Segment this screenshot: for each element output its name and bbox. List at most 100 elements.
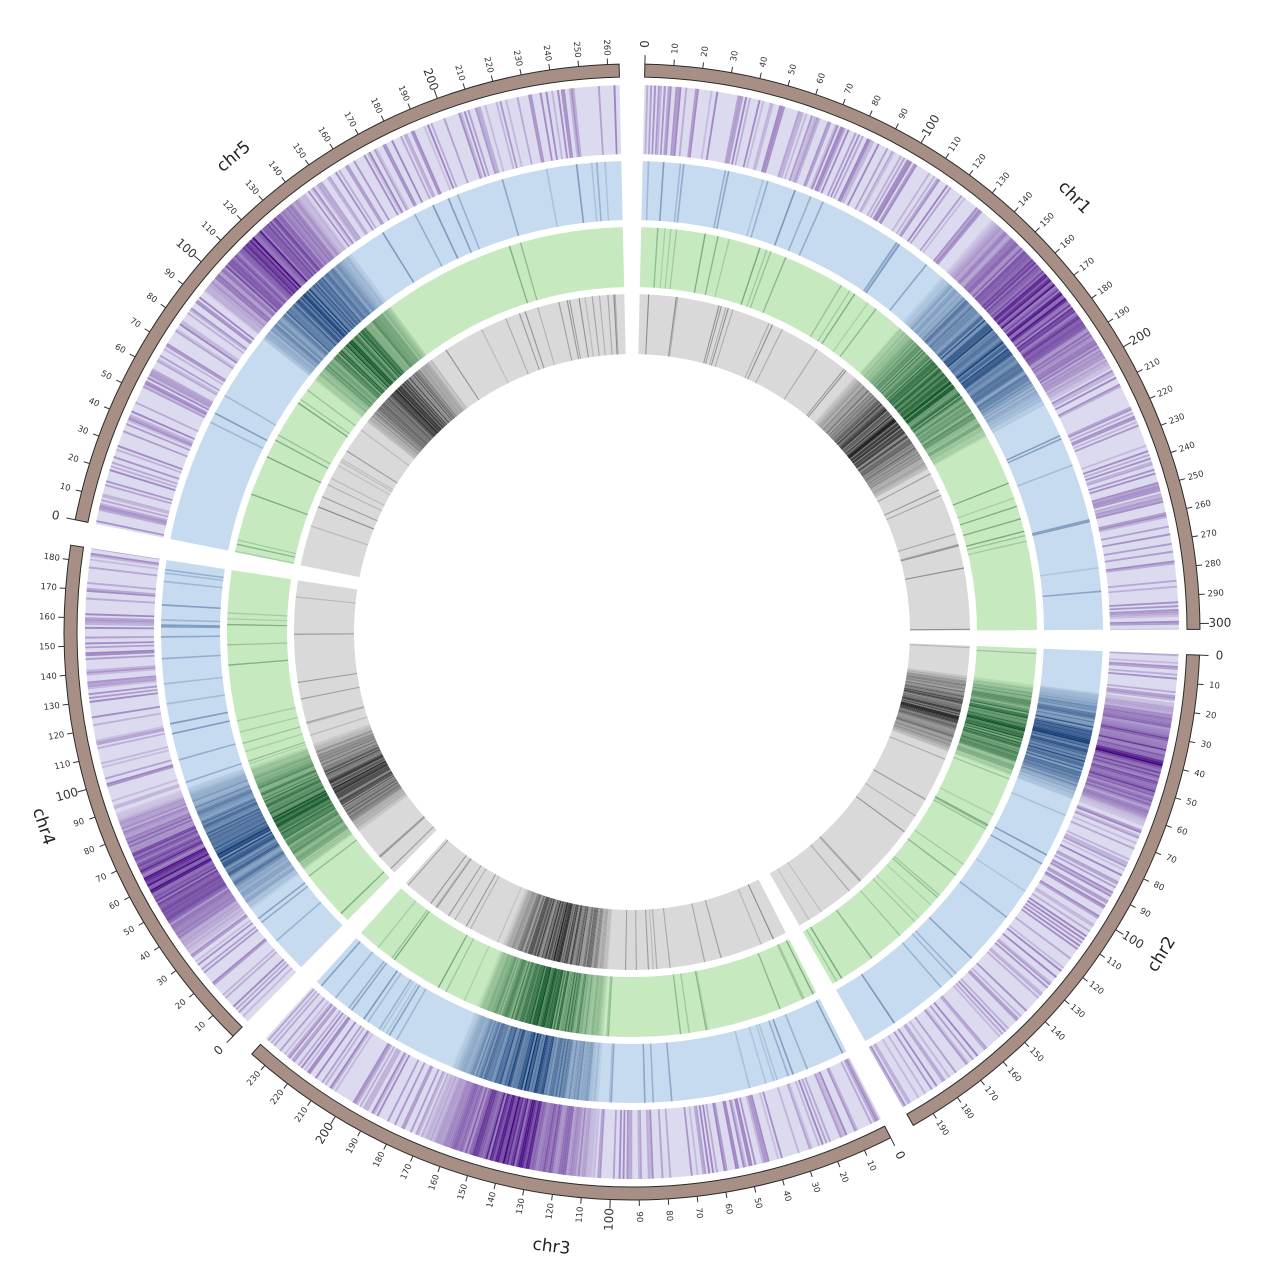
chr1-green-heat-cell (895, 369, 942, 410)
chr4-gray-heat-cell (390, 826, 434, 870)
chr1-purple-heat-cell (1026, 323, 1085, 364)
chr4-tick-50 (138, 921, 145, 926)
chr4-gray-heat-cell (320, 738, 376, 764)
chr1-purple-heat-cell (964, 239, 1015, 291)
chr2-green-heat-cell (968, 704, 1028, 719)
chr5-purple-heat-cell (295, 199, 339, 256)
chr5-purple-heat-cell (368, 151, 404, 214)
chr3-purple-heat-cell (626, 1109, 629, 1179)
chr2-blue-heat-cell (1031, 731, 1089, 748)
chr3-purple-heat-cell (628, 1109, 631, 1179)
chr4-label: chr4 (28, 805, 59, 847)
chr1-green-heat-cell (887, 360, 934, 402)
chr4-blue-heat-cell (217, 827, 271, 858)
chr3-purple-heat-cell (470, 1088, 493, 1156)
chr4-green-heat-cell (257, 762, 314, 787)
chr3-purple-heat-cell (591, 1108, 599, 1178)
chr1-tick-label-240: 240 (1178, 440, 1197, 455)
chr5-blue-heat-cell (339, 261, 378, 310)
chr5-green-heat-cell (378, 315, 417, 364)
chr1-blue-heat-cell (946, 327, 993, 367)
chr3-purple-heat-cell (442, 1080, 469, 1146)
chr1-gray-heat-cell (822, 385, 864, 430)
chr5-gray-heat-cell (518, 313, 540, 371)
chr1-blue-heat-cell (927, 303, 971, 346)
chr1-green-heat-cell (880, 351, 926, 395)
chr3-purple-heat-cell (468, 1088, 491, 1155)
chr2-purple-heat-cell (939, 996, 986, 1051)
chr3-blue-heat-cell (555, 1038, 567, 1097)
chr1-blue-heat-cell (943, 323, 989, 364)
chr3-purple-heat-cell (362, 1048, 399, 1110)
chr4-purple-heat-cell (232, 958, 285, 1008)
chr1-purple-heat-cell (975, 251, 1027, 302)
chr5-gray-heat-cell (422, 365, 461, 414)
chr5-purple-heat-cell (219, 270, 274, 318)
chr4-blue-heat-cell (215, 823, 269, 853)
chr3-tick-label-90: 90 (634, 1211, 644, 1222)
chr1-tick-label-40: 40 (758, 56, 770, 69)
chr2-purple-heat-cell (955, 982, 1004, 1035)
chr4-blue-heat-cell (165, 568, 224, 579)
chr4-gray-heat-cell (329, 756, 384, 785)
chr5-purple-heat-cell (116, 448, 182, 474)
chr1-purple-heat-cell (959, 234, 1009, 286)
chr5-green-heat-cell (385, 309, 424, 358)
chr5-purple-heat-cell (179, 323, 238, 364)
chr1-tick-230 (1160, 422, 1167, 426)
chr5-blue-heat-cell (302, 294, 345, 338)
chr2-green-heat-cell (954, 752, 1012, 775)
chr2-gray-heat-cell (787, 862, 822, 913)
chr3-gray-heat-cell (528, 896, 548, 955)
chr3-green-heat-cell (596, 975, 603, 1036)
chr2-gray-heat-cell (899, 706, 958, 724)
chr3-gray-heat-cell (589, 907, 599, 968)
chr3-ideogram (251, 1043, 892, 1201)
chr2-purple-heat-cell (1102, 714, 1171, 729)
chr3-blue-heat-cell (515, 1031, 532, 1089)
chr2-gray-track (769, 643, 970, 926)
chr4-purple-heat-cell (96, 727, 165, 744)
chr3-green-heat-cell (553, 970, 566, 1030)
chr3-purple-heat-cell (804, 1077, 832, 1143)
chr1-purple-heat-cell (654, 85, 661, 155)
chr2-blue-heat-cell (1037, 704, 1096, 717)
chr3-blue-heat-cell (479, 1021, 501, 1079)
chr3-tick-label-130: 130 (515, 1197, 528, 1215)
chr5-green-heat-cell (316, 376, 365, 416)
chr4-gray-heat-cell (297, 673, 358, 684)
chr1-green-heat-cell (888, 361, 935, 403)
chr3-green-heat-cell (520, 963, 539, 1022)
chr3-purple-heat-cell (521, 1100, 538, 1169)
chr2-green-heat-cell (967, 710, 1027, 726)
chr4-blue-heat-cell (211, 817, 265, 846)
chr5-purple-heat-cell (597, 85, 604, 155)
chr3-green-heat-cell (567, 972, 579, 1033)
chr4-green-heat-cell (248, 743, 307, 765)
chr3-gray-heat-cell (448, 865, 482, 917)
chr2-green-heat-cell (973, 680, 1033, 691)
chr5-gray-heat-cell (396, 388, 440, 433)
chr5-tick-30 (93, 433, 100, 437)
chr2-gray-heat-cell (897, 714, 955, 734)
chr3-purple-heat-cell (815, 1072, 844, 1138)
chr1-blue-heat-cell (1017, 464, 1073, 487)
chr1-green-heat-cell (876, 346, 921, 390)
chr5-purple-heat-cell (100, 499, 169, 518)
chr1-blue-heat-cell (978, 377, 1030, 411)
chr5-gray-heat-cell (614, 294, 619, 355)
chr5-green-heat-cell (275, 439, 329, 469)
chr3-gray-heat-cell (604, 909, 611, 969)
chr1-blue-heat-cell (913, 288, 956, 333)
chr1-purple-heat-cell (1109, 628, 1179, 630)
chr1-purple-heat-cell (1021, 315, 1079, 357)
chr5-gray-heat-cell (537, 307, 555, 366)
chr2-blue-heat-cell (1023, 758, 1081, 779)
chr4-purple-heat-cell (116, 791, 183, 817)
chr1-purple-heat-cell (968, 243, 1019, 294)
chr5-gray-heat-cell (406, 379, 448, 426)
chr5-purple-heat-cell (231, 257, 284, 307)
chr2-green-heat-cell (960, 736, 1018, 757)
chr2-gray-heat-cell (905, 682, 965, 695)
chr2-blue-heat-cell (990, 834, 1043, 865)
